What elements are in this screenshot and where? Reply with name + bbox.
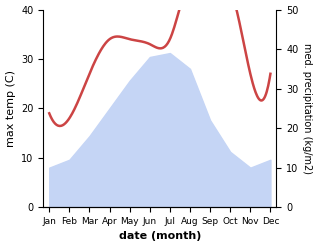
Y-axis label: med. precipitation (kg/m2): med. precipitation (kg/m2) [302, 43, 313, 174]
Y-axis label: max temp (C): max temp (C) [5, 70, 16, 147]
X-axis label: date (month): date (month) [119, 231, 201, 242]
